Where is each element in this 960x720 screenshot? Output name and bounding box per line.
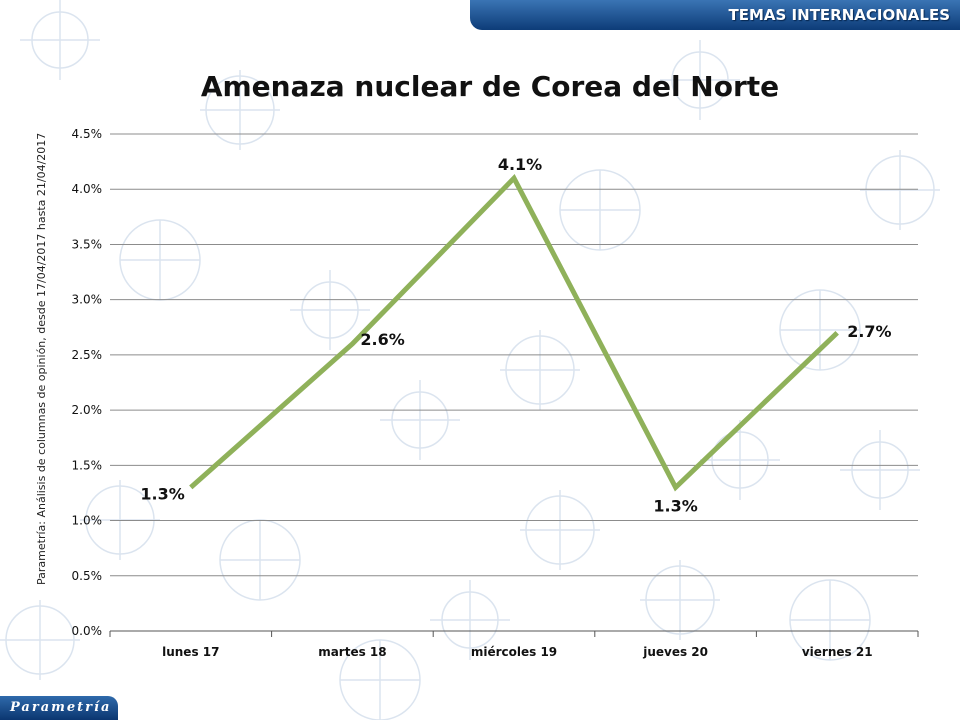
x-tick-label: martes 18 (318, 645, 386, 659)
y-tick-label: 1.5% (72, 458, 103, 472)
y-tick-label: 0.0% (72, 624, 103, 638)
section-banner: TEMAS INTERNACIONALES (470, 0, 960, 30)
chart-title: Amenaza nuclear de Corea del Norte (200, 70, 780, 103)
y-tick-label: 2.0% (72, 403, 103, 417)
x-tick-label: miércoles 19 (471, 645, 557, 659)
x-tick-label: lunes 17 (162, 645, 219, 659)
y-tick-label: 1.0% (72, 514, 103, 528)
data-labels: 1.3% 2.6% 4.1% 1.3% 2.7% (140, 155, 891, 515)
x-tick-label: viernes 21 (802, 645, 873, 659)
data-label: 1.3% (653, 496, 697, 515)
data-label: 4.1% (498, 155, 542, 174)
y-tick-label: 0.5% (72, 569, 103, 583)
parametria-logo: Parametría (0, 696, 118, 720)
y-tick-label: 3.0% (72, 293, 103, 307)
y-tick-label: 4.5% (72, 127, 103, 141)
gridlines (110, 133, 918, 632)
y-axis-ticks: 0.0% 0.5% 1.0% 1.5% 2.0% 2.5% 3.0% 3.5% 4.0% 4.5% (72, 127, 103, 638)
series-line (189, 173, 839, 492)
x-axis-ticks: lunes 17 martes 18 miércoles 19 jueves 20 vi… (109, 631, 919, 659)
y-tick-label: 4.0% (72, 182, 103, 196)
data-label: 1.3% (140, 484, 184, 503)
data-label: 2.7% (847, 322, 891, 341)
y-tick-label: 2.5% (72, 348, 103, 362)
series-line-path (189, 173, 839, 492)
x-tick-label: jueves 20 (642, 645, 708, 659)
y-tick-label: 3.5% (72, 237, 103, 251)
data-label: 2.6% (360, 330, 404, 349)
